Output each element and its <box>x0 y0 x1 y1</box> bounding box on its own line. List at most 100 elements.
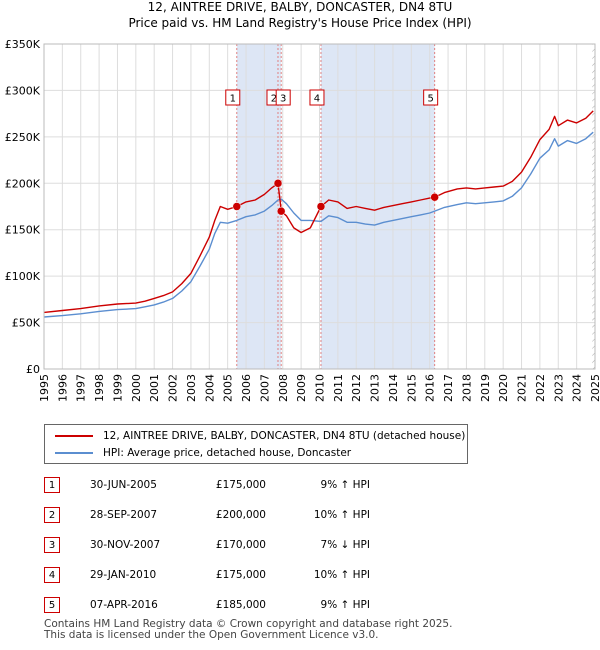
y-tick-label: £350K <box>5 38 41 51</box>
y-tick-label: £150K <box>5 224 41 237</box>
plot-frame <box>43 43 596 370</box>
x-tick-label: 1998 <box>93 374 106 402</box>
legend-swatch-property <box>55 435 93 437</box>
x-tick-label: 2025 <box>589 374 600 402</box>
sale-hpi-diff: 10% ↑ HPI <box>313 569 370 581</box>
y-tick-label: £250K <box>5 131 41 144</box>
sale-label-text: 3 <box>280 94 286 105</box>
x-tick-label: 2010 <box>314 374 327 402</box>
table-row: 3 30-NOV-2007 £170,000 7% ↓ HPI <box>44 537 444 557</box>
sale-date: 07-APR-2016 <box>90 599 158 611</box>
sale-label-frame <box>309 89 325 106</box>
sale-point-1 <box>232 202 242 211</box>
sale-number-badge: 2 <box>44 507 60 523</box>
sale-number-badge: 4 <box>44 567 60 583</box>
x-tick-label: 2011 <box>332 374 345 402</box>
sale-label-text: 4 <box>314 94 320 105</box>
sale-label-frame <box>275 89 291 106</box>
sale-label-box-3: 3 <box>275 89 291 106</box>
legend-swatch-hpi <box>55 452 93 454</box>
x-tick-label: 2021 <box>516 374 529 402</box>
sale-label-box-4: 4 <box>309 89 325 106</box>
x-tick-label: 2000 <box>130 374 143 402</box>
x-tick-label: 2005 <box>222 374 235 402</box>
x-tick-label: 2020 <box>497 374 510 402</box>
legend-item-property: 12, AINTREE DRIVE, BALBY, DONCASTER, DN4… <box>55 428 465 444</box>
x-tick-label: 2024 <box>571 374 584 402</box>
y-tick-label: £100K <box>5 270 41 283</box>
x-tick-label: 1995 <box>38 374 51 402</box>
sale-label-text: 2 <box>271 94 277 105</box>
shaded-range-2 <box>320 44 435 369</box>
footer: Contains HM Land Registry data © Crown c… <box>44 619 452 641</box>
y-tick-label: £50K <box>12 317 41 330</box>
x-tick-label: 2001 <box>148 374 161 402</box>
legend-label-property: 12, AINTREE DRIVE, BALBY, DONCASTER, DN4… <box>103 430 466 442</box>
x-tick-label: 1996 <box>56 374 69 402</box>
sale-label-frame <box>225 89 241 106</box>
sale-label-box-5: 5 <box>423 89 439 106</box>
sale-point-3 <box>276 206 286 216</box>
sale-label-text: 1 <box>230 94 236 105</box>
legend-item-hpi: HPI: Average price, detached house, Donc… <box>55 445 351 461</box>
x-tick-label: 2004 <box>203 374 216 402</box>
table-row: 4 29-JAN-2010 £175,000 10% ↑ HPI <box>44 567 444 587</box>
legend-label-hpi: HPI: Average price, detached house, Donc… <box>103 447 352 459</box>
sale-label-text: 5 <box>427 94 433 105</box>
table-row: 1 30-JUN-2005 £175,000 9% ↑ HPI <box>44 477 444 497</box>
price-chart: 1 2 3 4 5£0£50K£100K£150K£200K£250K£300K£350… <box>5 38 600 402</box>
x-tick-label: 2016 <box>424 374 437 402</box>
x-tick-label: 1997 <box>75 374 88 402</box>
sale-point-4 <box>316 202 326 211</box>
sale-price: £170,000 <box>215 539 266 551</box>
y-tick-label: £0 <box>26 363 40 376</box>
sale-date: 30-NOV-2007 <box>90 539 161 551</box>
sale-label-frame <box>423 89 439 106</box>
x-tick-label: 2006 <box>240 374 253 402</box>
x-tick-label: 2003 <box>185 374 198 402</box>
x-tick-label: 2007 <box>258 374 271 402</box>
x-tick-label: 2023 <box>552 374 565 402</box>
sale-date: 29-JAN-2010 <box>90 569 157 581</box>
x-tick-label: 2018 <box>460 374 473 402</box>
sale-price: £200,000 <box>215 509 266 521</box>
y-tick-label: £300K <box>5 84 41 97</box>
sale-label-box-1: 1 <box>225 89 241 106</box>
sale-date: 30-JUN-2005 <box>90 479 157 491</box>
x-tick-label: 2012 <box>350 374 363 402</box>
sale-hpi-diff: 10% ↑ HPI <box>313 509 370 521</box>
sale-hpi-diff: 9% ↑ HPI <box>320 479 370 491</box>
y-tick-label: £200K <box>5 177 41 190</box>
sale-point-2 <box>273 179 283 188</box>
sale-number-badge: 3 <box>44 537 60 553</box>
legend: 12, AINTREE DRIVE, BALBY, DONCASTER, DN4… <box>44 424 468 464</box>
sale-number-badge: 5 <box>44 597 60 613</box>
footer-licence: This data is licensed under the Open Gov… <box>44 629 379 641</box>
sale-price: £185,000 <box>215 599 266 611</box>
x-tick-label: 2015 <box>405 374 418 402</box>
sale-number-badge: 1 <box>44 477 60 493</box>
sale-date: 28-SEP-2007 <box>90 509 158 521</box>
sale-hpi-diff: 9% ↑ HPI <box>320 599 370 611</box>
sale-price: £175,000 <box>215 479 266 491</box>
table-row: 2 28-SEP-2007 £200,000 10% ↑ HPI <box>44 507 444 527</box>
table-row: 5 07-APR-2016 £185,000 9% ↑ HPI <box>44 597 444 617</box>
x-tick-label: 2014 <box>387 374 400 402</box>
chart-subtitle: Price paid vs. HM Land Registry's House … <box>128 16 472 30</box>
x-tick-label: 2022 <box>534 374 547 402</box>
x-tick-label: 2009 <box>295 374 308 402</box>
x-tick-label: 2017 <box>442 374 455 402</box>
future-hatch <box>592 44 595 369</box>
sale-point-5 <box>430 192 439 202</box>
property-price-line <box>43 110 594 314</box>
footer-copyright: Contains HM Land Registry data © Crown c… <box>44 618 453 630</box>
x-tick-label: 1999 <box>112 374 125 402</box>
hpi-line <box>43 131 594 318</box>
x-tick-label: 2019 <box>479 374 492 402</box>
x-tick-label: 2013 <box>369 374 382 402</box>
sale-hpi-diff: 7% ↓ HPI <box>320 539 370 551</box>
x-tick-label: 2008 <box>277 374 290 402</box>
x-tick-label: 2002 <box>167 374 180 402</box>
sale-price: £175,000 <box>215 569 266 581</box>
chart-title: 12, AINTREE DRIVE, BALBY, DONCASTER, DN4… <box>147 0 453 14</box>
